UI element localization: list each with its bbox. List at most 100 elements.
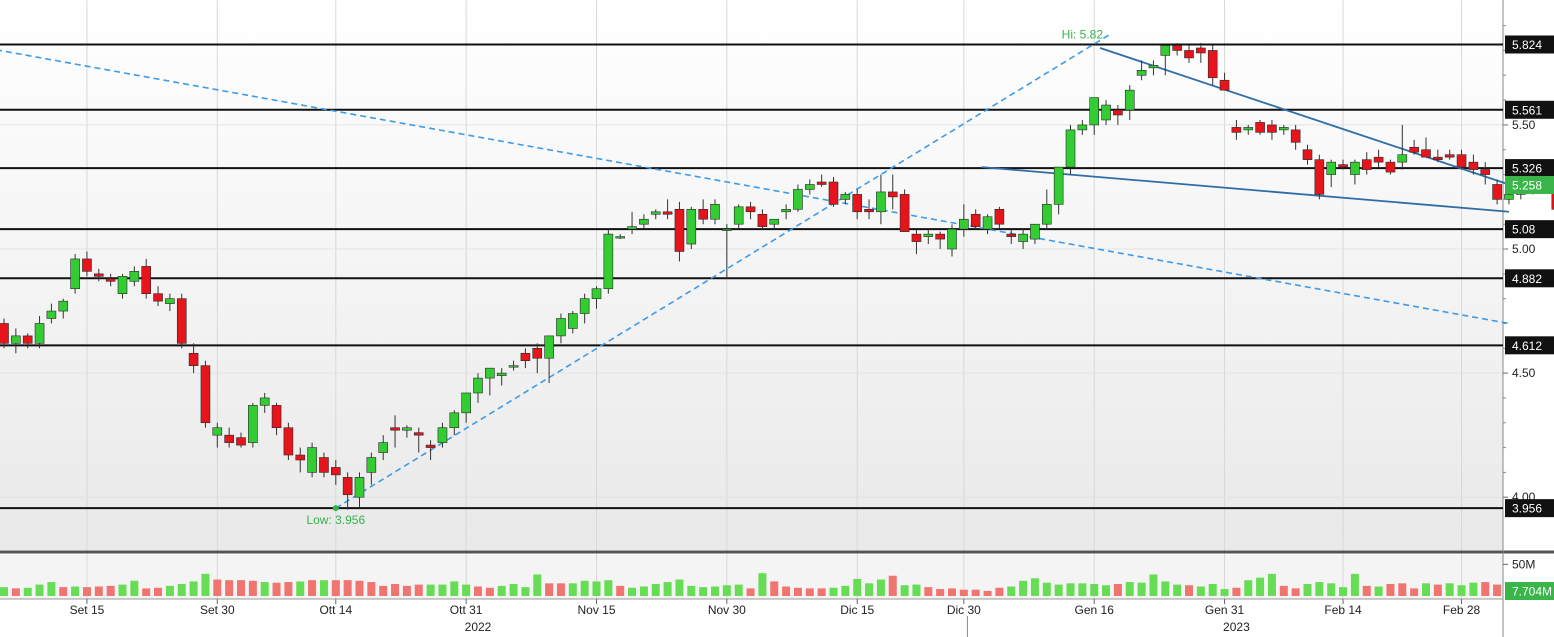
candle-body [1053, 166, 1064, 205]
dashed-trendline [335, 32, 1113, 509]
candle-body [745, 206, 756, 213]
candle-body [1207, 50, 1218, 79]
candle-body [473, 377, 483, 394]
volume-bar [805, 588, 814, 596]
candle-body [1006, 233, 1017, 237]
candle-body [840, 194, 851, 200]
x-tick-label: Feb 28 [1443, 603, 1481, 617]
level-label: 5.08 [1512, 223, 1536, 237]
volume-bar [616, 585, 625, 596]
volume-bar [924, 587, 933, 596]
candle-body [876, 191, 886, 213]
volume-bar [1481, 582, 1490, 596]
candle-body [662, 211, 673, 215]
solid-trendline [981, 166, 1510, 213]
price-boxes: 5.824 5.561 5.326 5.08 4.882 4.612 3.956 5.258 7… [1505, 35, 1554, 600]
candle-body [378, 442, 389, 453]
volume-bar [1220, 589, 1229, 596]
volume-bar [485, 587, 494, 596]
volume-bar [1019, 580, 1028, 596]
x-tick-label: Ott 31 [450, 603, 483, 617]
volume-bar [284, 582, 293, 596]
candle-body [366, 457, 377, 473]
volume-bar [651, 583, 660, 596]
volume-bar [1291, 588, 1300, 596]
volume-bar [1042, 582, 1051, 596]
volume-bar [1398, 583, 1407, 596]
volume-bars [0, 573, 1513, 596]
volume-bar [343, 580, 352, 596]
candle-body [804, 184, 815, 190]
candle-body [94, 273, 104, 277]
gridlines [0, 0, 1503, 637]
volume-bar [900, 585, 909, 596]
dashed-trendline [0, 49, 1510, 325]
volume-bar [450, 581, 459, 596]
candle-body [639, 218, 649, 225]
candle-body [224, 434, 234, 443]
last-price-box [1505, 175, 1554, 194]
candle-body [1267, 124, 1277, 133]
level-box [1505, 159, 1554, 178]
low-marker [332, 505, 339, 512]
volume-bar [1113, 583, 1122, 596]
year-label: 2022 [465, 620, 492, 634]
volume-bar [462, 584, 471, 596]
volume-bar [556, 583, 565, 596]
volume-bar [865, 583, 874, 596]
volume-bar [237, 580, 245, 596]
candle-body [1042, 204, 1052, 225]
candle-body [1219, 79, 1230, 91]
candle-body [212, 427, 223, 436]
candle-body [1243, 127, 1254, 131]
volume-bar [1279, 585, 1288, 596]
volume-bar [545, 583, 554, 596]
candle-body [105, 278, 116, 282]
volume-last-box [1505, 582, 1554, 600]
volume-bar [71, 586, 80, 596]
candle-body [58, 300, 69, 312]
volume-bar [1339, 587, 1348, 596]
volume-bar [687, 585, 696, 596]
volume-bar [177, 583, 186, 596]
y-tick-label: 5.00 [1512, 242, 1536, 256]
x-tick-label: Feb 14 [1324, 603, 1362, 617]
volume-bar [414, 584, 423, 596]
volume-bar [841, 585, 850, 596]
candle-body [1231, 127, 1242, 133]
level-box [1505, 100, 1554, 119]
year-label: 2023 [1223, 620, 1250, 634]
candle-body [1385, 161, 1396, 173]
volume-bar [959, 589, 968, 596]
level-box [1505, 269, 1554, 288]
volume-bar [1256, 577, 1265, 596]
volume-bar [59, 587, 68, 596]
volume-bar [1493, 584, 1502, 596]
candles [0, 43, 1554, 510]
candle-body [485, 367, 495, 379]
volume-bar [639, 586, 648, 596]
candle-body [22, 335, 33, 344]
volume-bar [876, 579, 885, 596]
candle-body [935, 233, 945, 240]
candle-body [828, 181, 839, 205]
volume-bar [1102, 585, 1111, 596]
x-tick-label: Set 15 [70, 603, 105, 617]
candle-body [330, 467, 341, 476]
candle-body [1302, 149, 1313, 160]
volume-bar [426, 584, 435, 596]
candle-body [899, 194, 910, 232]
candle-body [1101, 104, 1111, 121]
volume-bar [94, 586, 103, 596]
volume-bar [1362, 585, 1371, 596]
candle-body [165, 298, 175, 304]
volume-bar [1173, 584, 1182, 596]
volume-bar [213, 579, 222, 596]
candle-body [733, 206, 744, 225]
volume-bar [675, 579, 684, 596]
candle-body [1480, 169, 1491, 175]
candle-body [1397, 154, 1408, 163]
candle-body [283, 427, 294, 456]
candle-body [153, 293, 163, 302]
volume-bar [331, 580, 340, 596]
